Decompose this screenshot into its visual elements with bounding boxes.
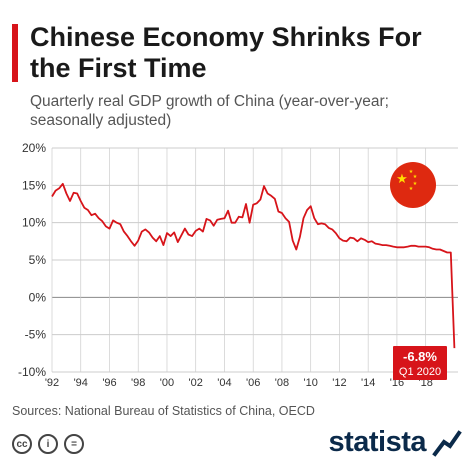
series-line: [51, 182, 456, 349]
title-accent-bar: [12, 24, 18, 82]
x-tick-label: '14: [361, 377, 375, 389]
attribution-icon[interactable]: i: [38, 434, 58, 454]
grid-layer: [51, 147, 458, 373]
x-tick-label: '10: [304, 377, 318, 389]
x-tick-label: '12: [332, 377, 346, 389]
license-icons: cc i =: [12, 434, 84, 458]
china-flag-icon: ★ ★ ★ ★ ★: [390, 162, 436, 208]
x-axis-labels: '92'94'96'98'00'02'04'06'08'10'12'14'16 '…: [45, 377, 433, 389]
brand-name: statista: [328, 426, 426, 458]
no-derivatives-icon[interactable]: =: [64, 434, 84, 454]
x-tick-label: '08: [275, 377, 289, 389]
x-tick-label: '06: [246, 377, 260, 389]
y-tick-label: 0%: [29, 290, 47, 304]
x-tick-label: '02: [189, 377, 203, 389]
chart-subtitle: Quarterly real GDP growth of China (year…: [30, 93, 389, 129]
y-tick-label: -5%: [25, 328, 47, 342]
annotation-value: -6.8%: [403, 349, 437, 364]
x-tick-label: '96: [102, 377, 116, 389]
x-tick-label: '98: [131, 377, 145, 389]
svg-text:★: ★: [413, 174, 418, 180]
x-tick-label: '92: [45, 377, 59, 389]
svg-text:★: ★: [413, 181, 418, 187]
statista-logo-icon: [432, 429, 462, 457]
chart-svg: -10% -5% 0% 5% 10% 15% 20% '92 '94 '96 '98 '00 '02 '…: [18, 141, 458, 389]
y-tick-label: 10%: [22, 216, 46, 230]
x-tick-label: '94: [74, 377, 88, 389]
y-tick-label: 15%: [22, 178, 46, 192]
chart-title: Chinese Economy Shrinks For the First Ti…: [30, 22, 422, 83]
source-note: Sources: National Bureau of Statistics o…: [12, 404, 315, 418]
x-tick-label: '04: [217, 377, 231, 389]
x-tick-label: '00: [160, 377, 174, 389]
brand: statista: [328, 426, 462, 459]
y-axis-labels: -10% -5% 0% 5% 10% 15% 20%: [18, 141, 46, 379]
y-tick-label: 5%: [29, 253, 47, 267]
svg-text:★: ★: [396, 171, 408, 186]
y-tick-label: -10%: [18, 365, 46, 379]
svg-text:★: ★: [409, 186, 414, 192]
value-annotation: -6.8% Q1 2020: [393, 346, 447, 380]
svg-text:★: ★: [409, 169, 414, 175]
y-tick-label: 20%: [22, 141, 46, 155]
cc-icon[interactable]: cc: [12, 434, 32, 454]
annotation-period: Q1 2020: [399, 366, 441, 378]
